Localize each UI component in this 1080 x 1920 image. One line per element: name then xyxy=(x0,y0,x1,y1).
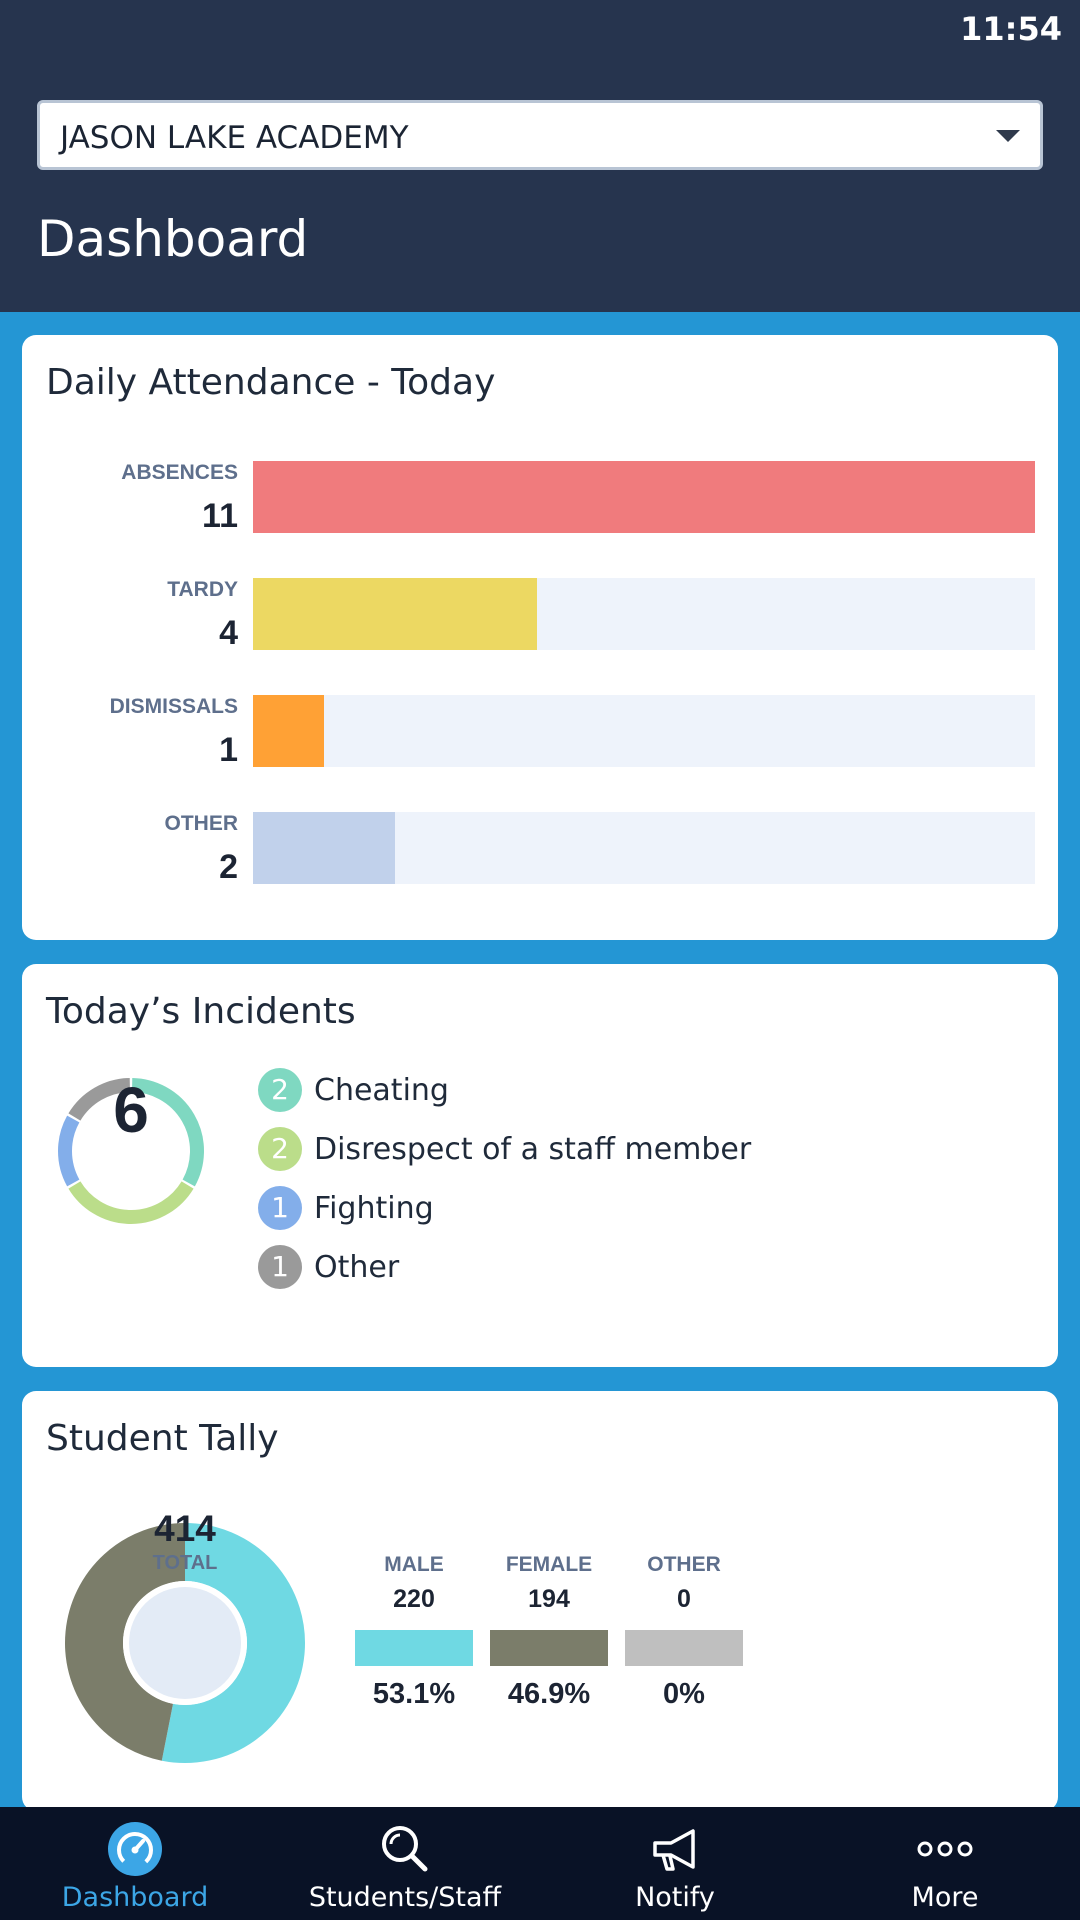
incidents-card[interactable]: Today’s Incidents 6 2 Cheating 2 Disresp… xyxy=(22,964,1058,1367)
attendance-count: 11 xyxy=(202,497,238,535)
incident-label: Cheating xyxy=(314,1073,449,1108)
school-select[interactable]: JASON LAKE ACADEMY xyxy=(37,100,1043,170)
tally-group-percent: 53.1% xyxy=(372,1678,456,1710)
search-icon xyxy=(382,1826,428,1872)
attendance-title: Daily Attendance - Today xyxy=(46,362,496,403)
incident-count-badge: 2 xyxy=(258,1068,302,1112)
nav-label: Notify xyxy=(635,1882,715,1913)
nav-label: Students/Staff xyxy=(308,1882,502,1913)
more-dots-icon xyxy=(917,1841,973,1857)
nav-students-staff[interactable]: Students/Staff xyxy=(270,1807,540,1920)
incidents-title: Today’s Incidents xyxy=(46,991,356,1032)
tally-group-label: MALE xyxy=(384,1553,444,1576)
nav-label: Dashboard xyxy=(61,1882,209,1913)
tally-donut xyxy=(65,1523,305,1763)
incident-count-badge: 2 xyxy=(258,1127,302,1171)
attendance-bar-fill xyxy=(253,578,538,650)
incident-donut-segment-1 xyxy=(131,1078,204,1187)
attendance-row-tardy: TARDY 4 xyxy=(22,578,1058,652)
incident-count-badge: 1 xyxy=(258,1245,302,1289)
tally-other: OTHER 0 0% xyxy=(625,1553,743,1711)
attendance-bar-fill xyxy=(253,695,325,767)
incident-label: Disrespect of a staff member xyxy=(314,1132,752,1167)
attendance-count: 4 xyxy=(219,614,238,652)
app-header: 11:54 JASON LAKE ACADEMY Dashboard xyxy=(0,0,1080,312)
student-tally-card[interactable]: Student Tally 414 TOTAL MALE 220 53.1% F… xyxy=(22,1391,1058,1811)
attendance-bar-track xyxy=(253,578,1035,650)
attendance-label: OTHER xyxy=(164,812,239,835)
tally-female: FEMALE 194 46.9% xyxy=(490,1553,608,1711)
incident-donut-segment-2 xyxy=(68,1181,194,1224)
tally-donut-segment-female xyxy=(65,1523,187,1761)
attendance-count: 2 xyxy=(219,848,238,886)
status-bar-time: 11:54 xyxy=(960,10,1062,48)
attendance-bar-track xyxy=(253,812,1035,884)
attendance-label: ABSENCES xyxy=(121,461,238,484)
attendance-count: 1 xyxy=(219,731,238,769)
megaphone-icon xyxy=(653,1829,695,1871)
tally-title: Student Tally xyxy=(46,1418,279,1459)
incidents-donut xyxy=(58,1078,204,1224)
attendance-row-other: OTHER 2 xyxy=(22,812,1058,886)
incident-donut-segment-4 xyxy=(68,1078,131,1121)
school-select-value: JASON LAKE ACADEMY xyxy=(60,120,409,156)
tally-group-bar xyxy=(625,1630,743,1666)
tally-group-bar xyxy=(490,1630,608,1666)
attendance-label: TARDY xyxy=(167,578,238,601)
nav-dashboard[interactable]: Dashboard xyxy=(0,1807,270,1920)
tally-group-bar xyxy=(355,1630,473,1666)
tally-group-count: 0 xyxy=(677,1585,691,1613)
tally-male: MALE 220 53.1% xyxy=(355,1553,473,1711)
tally-group-label: OTHER xyxy=(647,1553,721,1576)
tally-group-count: 194 xyxy=(528,1585,570,1613)
page-title: Dashboard xyxy=(37,210,309,268)
attendance-bar-fill xyxy=(253,812,396,884)
chevron-down-icon xyxy=(996,130,1020,142)
incident-count-badge: 1 xyxy=(258,1186,302,1230)
attendance-bar-fill xyxy=(253,461,1035,533)
nav-notify[interactable]: Notify xyxy=(540,1807,810,1920)
attendance-bar-track xyxy=(253,461,1035,533)
tally-total-label: TOTAL xyxy=(152,1552,218,1574)
attendance-row-absences: ABSENCES 11 xyxy=(22,461,1058,535)
nav-more[interactable]: More xyxy=(810,1807,1080,1920)
attendance-row-dismissals: DISMISSALS 1 xyxy=(22,695,1058,769)
nav-label: More xyxy=(911,1882,979,1913)
incidents-total: 6 xyxy=(113,1074,149,1146)
attendance-label: DISMISSALS xyxy=(109,695,238,718)
incident-label: Other xyxy=(314,1250,400,1285)
attendance-card[interactable]: Daily Attendance - Today ABSENCES 11 TAR… xyxy=(22,335,1058,940)
tally-total: 414 xyxy=(154,1508,216,1549)
incident-label: Fighting xyxy=(314,1191,434,1226)
tally-group-label: FEMALE xyxy=(505,1553,593,1576)
tally-donut-center xyxy=(129,1587,241,1699)
tally-donut-segment-male xyxy=(161,1523,305,1763)
incident-donut-segment-3 xyxy=(58,1115,80,1187)
attendance-bar-track xyxy=(253,695,1035,767)
bottom-nav: Dashboard Students/Staff Notify More xyxy=(0,1807,1080,1920)
tally-group-count: 220 xyxy=(393,1585,435,1613)
tally-group-percent: 46.9% xyxy=(507,1678,591,1710)
dashboard-gauge-icon xyxy=(108,1822,162,1876)
tally-group-percent: 0% xyxy=(663,1678,705,1710)
